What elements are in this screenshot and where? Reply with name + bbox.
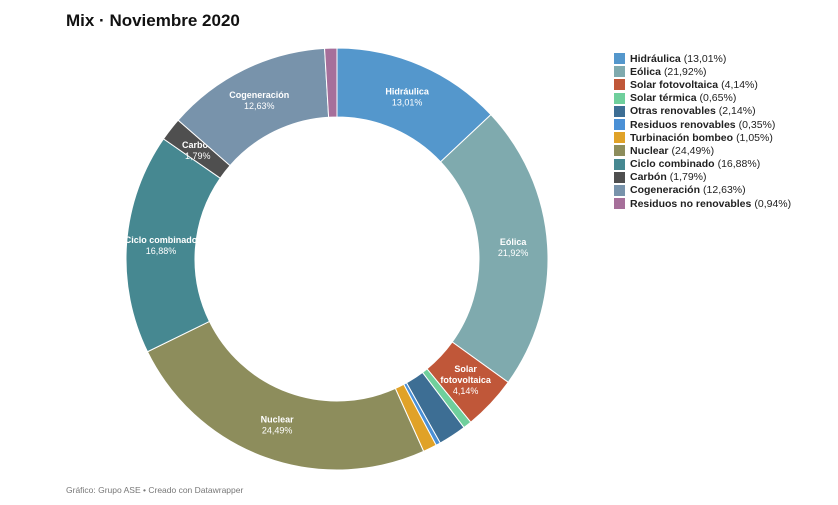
slice-name-label: Ciclo combinado <box>125 235 198 245</box>
legend-value: (0,65%) <box>699 92 737 105</box>
legend-label: Turbinación bombeo <box>630 131 734 144</box>
slice-label-carbon: Carbón 1,79% <box>182 140 214 161</box>
legend-value: (12,63%) <box>703 184 746 197</box>
legend-swatch <box>614 145 625 157</box>
slice-label-hidraulica: Hidráulica 13,01% <box>385 87 430 108</box>
legend-label: Nuclear <box>630 144 669 157</box>
legend-value: (0,94%) <box>754 197 792 210</box>
legend-swatch <box>614 119 625 131</box>
slice-label-eolica: Eólica 21,92% <box>498 237 529 258</box>
legend-item-cogeneracion: Cogeneración (12,63%) <box>614 184 791 197</box>
legend-label: Eólica <box>630 65 661 78</box>
slice-value-label: 16,88% <box>146 246 177 256</box>
slice-value-label: 13,01% <box>392 98 423 108</box>
legend-item-ciclo-combinado: Ciclo combinado (16,88%) <box>614 158 791 171</box>
legend-swatch <box>614 198 625 210</box>
slice-value-label: 21,92% <box>498 248 529 258</box>
legend-label: Solar térmica <box>630 92 697 105</box>
legend-swatch <box>614 79 625 91</box>
slice-value-label: 1,79% <box>185 151 211 161</box>
legend-value: (13,01%) <box>683 52 727 65</box>
legend-item-otras-renovables: Otras renovables (2,14%) <box>614 105 791 118</box>
legend-swatch <box>614 158 625 170</box>
legend-value: (2,14%) <box>718 105 756 118</box>
legend-item-eolica: Eólica (21,92%) <box>614 65 791 78</box>
legend-label: Otras renovables <box>630 105 716 118</box>
slice-residuos-no-renovables <box>324 47 338 118</box>
legend-value: (1,79%) <box>669 171 707 184</box>
slice-name-label: Nuclear <box>261 415 295 425</box>
slice-label-solar-fotovoltaica: Solar fotovoltaica 4,14% <box>440 364 492 396</box>
legend-item-hidraulica: Hidráulica (13,01%) <box>614 52 791 65</box>
legend-label: Carbón <box>630 171 667 184</box>
chart-footer: Gráfico: Grupo ASE • Creado con Datawrap… <box>66 485 244 495</box>
chart-title: Mix · Noviembre 2020 <box>66 11 240 30</box>
slice-nuclear <box>146 320 425 471</box>
legend-value: (0,35%) <box>738 118 776 131</box>
slice-label-cogeneracion: Cogeneración 12,63% <box>229 90 289 111</box>
slice-name-label: fotovoltaica <box>440 375 492 385</box>
legend-value: (1,05%) <box>736 131 773 144</box>
slice-name-label: Carbón <box>182 140 214 150</box>
legend-label: Residuos renovables <box>630 118 736 131</box>
legend-swatch <box>614 184 625 196</box>
legend-value: (4,14%) <box>721 78 758 91</box>
slice-value-label: 12,63% <box>244 101 275 111</box>
legend-item-turbinacion-bombeo: Turbinación bombeo (1,05%) <box>614 131 791 144</box>
legend-swatch <box>614 132 625 144</box>
legend-item-carbon: Carbón (1,79%) <box>614 171 791 184</box>
legend-label: Cogeneración <box>630 184 701 197</box>
legend-label: Ciclo combinado <box>630 158 715 171</box>
slice-name-label: Eólica <box>500 237 528 247</box>
slice-value-label: 24,49% <box>262 426 293 436</box>
legend-item-solar-termica: Solar térmica (0,65%) <box>614 92 791 105</box>
legend-swatch <box>614 53 625 65</box>
legend-swatch <box>614 66 625 78</box>
legend-swatch <box>614 105 625 117</box>
slice-label-ciclo-combinado: Ciclo combinado 16,88% <box>125 235 198 256</box>
legend-swatch <box>614 171 625 183</box>
slice-name-label: Hidráulica <box>385 87 430 97</box>
legend-label: Solar fotovoltaica <box>630 78 719 91</box>
legend-value: (16,88%) <box>717 158 761 171</box>
legend-label: Hidráulica <box>630 52 681 65</box>
chart-legend: Hidráulica (13,01%) Eólica (21,92%) Solar fo… <box>614 52 791 210</box>
slice-eolica <box>439 113 549 384</box>
slice-value-label: 4,14% <box>453 386 479 396</box>
legend-item-residuos-renovables: Residuos renovables (0,35%) <box>614 118 791 131</box>
legend-item-nuclear: Nuclear (24,49%) <box>614 144 791 157</box>
legend-value: (24,49%) <box>671 144 715 157</box>
slice-name-label: Solar <box>454 364 477 374</box>
slice-label-nuclear: Nuclear 24,49% <box>261 415 295 436</box>
legend-label: Residuos no renovables <box>630 197 752 210</box>
legend-item-solar-fotovoltaica: Solar fotovoltaica (4,14%) <box>614 78 791 91</box>
legend-swatch <box>614 92 625 104</box>
legend-value: (21,92%) <box>663 65 707 78</box>
legend-item-residuos-no-renovables: Residuos no renovables (0,94%) <box>614 197 791 210</box>
slice-name-label: Cogeneración <box>229 90 289 100</box>
